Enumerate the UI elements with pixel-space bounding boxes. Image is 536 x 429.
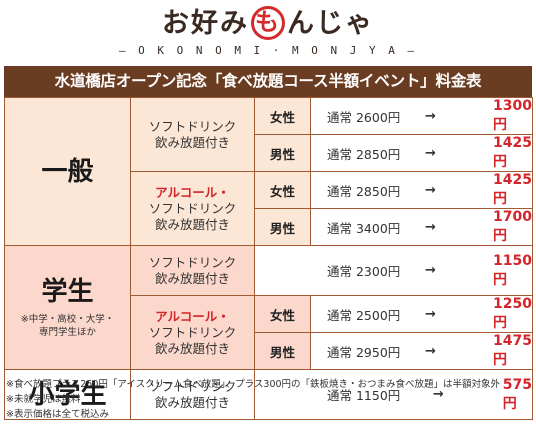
plan-line: 飲み放題付き xyxy=(154,216,230,232)
logo-circle-char: も xyxy=(251,5,285,40)
price-cell: 通常 2300円 → 1150円 xyxy=(254,245,533,296)
table-row: 一般 ソフトドリンク 飲み放題付き 女性 通常 2600円 → 1300円 xyxy=(4,97,533,246)
sale-price: 1250円 xyxy=(493,296,532,331)
table-row: アルコール・ ソフトドリンク 飲み放題付き 女性 通常 2500円 → 1250… xyxy=(5,295,533,370)
sale-price: 575円 xyxy=(502,376,532,412)
gender-male: 男性 xyxy=(254,332,311,370)
plan-line: 飲み放題付き xyxy=(154,270,230,286)
table-row: 男性 通常 2850円 → 1425円 xyxy=(5,134,533,172)
plan-line-alcohol: アルコール・ xyxy=(155,308,230,324)
gender-female: 女性 xyxy=(254,295,311,333)
price-cell: 通常 3400円 → 1700円 xyxy=(310,208,533,246)
plan-line: ソフトドリンク xyxy=(148,324,237,340)
plan-soft-drink: ソフトドリンク 飲み放題付き xyxy=(130,369,255,420)
table-row: 男性 通常 2950円 → 1475円 xyxy=(5,332,533,370)
arrow-icon: → xyxy=(424,306,436,322)
gender-male: 男性 xyxy=(254,134,311,172)
table-row: 男性 通常 3400円 → 1700円 xyxy=(5,208,533,246)
footnote: ※未就学児は無料 xyxy=(6,394,81,405)
logo-subtitle: – O K O N O M I · M O N J Y A – xyxy=(118,44,418,57)
category-label: 学生 xyxy=(41,276,94,307)
logo-wordmark: お好みもんじゃ xyxy=(0,5,536,40)
plan-line-alcohol: アルコール・ xyxy=(155,184,230,200)
category-label: 小学生 xyxy=(28,379,107,410)
regular-price: 通常 2600円 xyxy=(327,109,401,125)
category-ippan: 一般 xyxy=(4,97,131,246)
plan-line: ソフトドリンク xyxy=(148,118,237,134)
price-cell: 通常 1150円 → 575円 xyxy=(254,369,533,420)
price-cell: 通常 2600円 → 1300円 xyxy=(310,97,533,135)
regular-price: 通常 2850円 xyxy=(327,183,401,199)
price-cell: 通常 2850円 → 1425円 xyxy=(310,134,533,172)
category-note: ※中学・高校・大学・ 専門学生ほか xyxy=(5,313,130,339)
logo-text-before: お好み xyxy=(162,8,249,39)
gender-male: 男性 xyxy=(254,208,311,246)
arrow-icon: → xyxy=(424,108,436,124)
plan-alcohol: アルコール・ ソフトドリンク 飲み放題付き xyxy=(130,295,255,370)
table-row: 学生 ※中学・高校・大学・ 専門学生ほか ソフトドリンク 飲み放題付き 通常 2… xyxy=(4,245,533,370)
price-table: 一般 ソフトドリンク 飲み放題付き 女性 通常 2600円 → 1300円 男性… xyxy=(4,97,533,420)
plan-soft-drink: ソフトドリンク 飲み放題付き xyxy=(130,245,255,296)
price-cell: 通常 2500円 → 1250円 xyxy=(310,295,533,333)
plan-line: ソフトドリンク xyxy=(148,200,237,216)
sale-price: 1300円 xyxy=(493,98,532,133)
category-note-line: 専門学生ほか xyxy=(38,326,96,338)
plan-soft-drink: ソフトドリンク 飲み放題付き xyxy=(130,97,255,172)
sale-price: 1150円 xyxy=(493,252,532,288)
plan-line: 飲み放題付き xyxy=(154,340,230,356)
price-cell: 通常 2950円 → 1475円 xyxy=(310,332,533,370)
category-gakusei: 学生 ※中学・高校・大学・ 専門学生ほか xyxy=(4,245,131,370)
regular-price: 通常 2500円 xyxy=(327,307,401,323)
sale-price: 1425円 xyxy=(493,172,532,207)
arrow-icon: → xyxy=(424,182,436,198)
price-table-title: 水道橋店オープン記念「食べ放題コース半額イベント」料金表 xyxy=(4,66,532,97)
regular-price: 通常 2300円 xyxy=(327,264,401,279)
gender-female: 女性 xyxy=(254,97,311,135)
arrow-icon: → xyxy=(424,219,436,235)
plan-line: 飲み放題付き xyxy=(154,394,230,410)
price-cell: 通常 2850円 → 1425円 xyxy=(310,171,533,209)
regular-price: 通常 3400円 xyxy=(327,220,401,236)
arrow-icon: → xyxy=(432,387,444,402)
plan-line: 飲み放題付き xyxy=(154,134,230,150)
regular-price: 通常 2950円 xyxy=(327,344,401,360)
footnote: ※表示価格は全て税込み xyxy=(6,409,109,420)
footnote: ※食べ放題プラス250円「アイスクリーム食べ放題」、プラス300円の「鉄板焼き・… xyxy=(6,379,501,390)
plan-line: ソフトドリンク xyxy=(148,378,237,394)
plan-line: ソフトドリンク xyxy=(148,254,237,270)
logo: お好みもんじゃ – O K O N O M I · M O N J Y A – xyxy=(0,0,536,62)
regular-price: 通常 2850円 xyxy=(327,146,401,162)
category-label: 一般 xyxy=(41,156,94,187)
sale-price: 1425円 xyxy=(493,135,532,170)
regular-price: 通常 1150円 xyxy=(327,388,401,403)
sale-price: 1475円 xyxy=(493,333,532,368)
category-shougakusei: 小学生 xyxy=(4,369,131,420)
plan-alcohol: アルコール・ ソフトドリンク 飲み放題付き xyxy=(130,171,255,246)
arrow-icon: → xyxy=(424,263,436,278)
gender-female: 女性 xyxy=(254,171,311,209)
arrow-icon: → xyxy=(424,343,436,359)
logo-text-after: んじゃ xyxy=(287,8,374,39)
table-row: 小学生 ソフトドリンク 飲み放題付き 通常 1150円 → 575円 xyxy=(4,369,533,420)
sale-price: 1700円 xyxy=(493,209,532,244)
footnotes: ※食べ放題プラス250円「アイスクリーム食べ放題」、プラス300円の「鉄板焼き・… xyxy=(6,377,534,422)
category-note-line: ※中学・高校・大学・ xyxy=(20,313,115,325)
arrow-icon: → xyxy=(424,145,436,161)
